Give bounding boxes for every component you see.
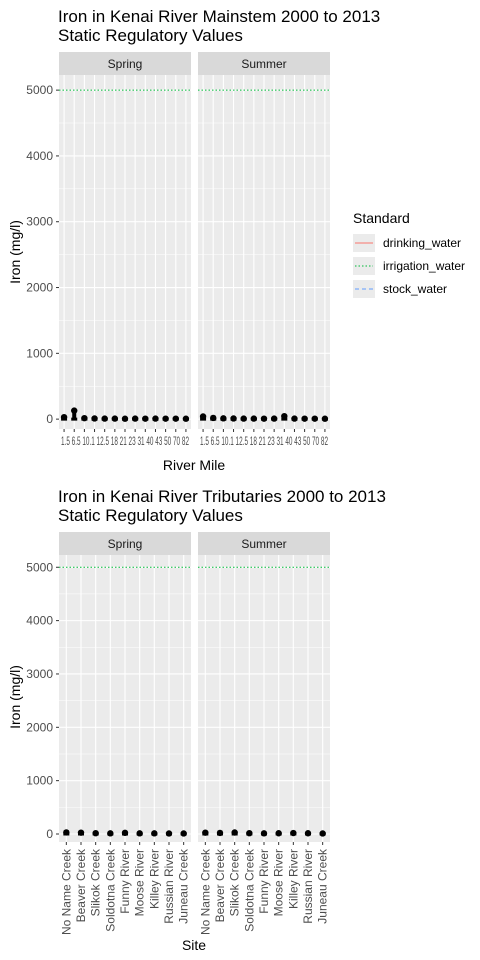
y-tick-label: 4000 xyxy=(26,614,53,628)
data-point xyxy=(270,415,278,422)
facet-strip-label: Spring xyxy=(108,57,143,71)
data-point xyxy=(291,415,298,422)
x-tick-label: Russian River xyxy=(162,849,176,924)
data-point xyxy=(260,415,268,422)
y-tick-label: 3000 xyxy=(26,215,53,229)
data-point xyxy=(77,829,85,836)
y-tick-label: 2000 xyxy=(26,720,53,734)
data-point xyxy=(172,415,179,422)
y-tick-label: 3000 xyxy=(26,667,53,681)
x-tick-label: Soldotna Creek xyxy=(242,848,256,932)
x-tick-labels: 1.5 6.5 10.1 12.5 18 21 23 31 40 43 50 7… xyxy=(200,434,328,448)
facet-strip-label: Summer xyxy=(241,57,286,71)
data-point xyxy=(246,829,253,837)
data-point xyxy=(165,830,173,837)
chart-2-title: Iron in Kenai River Tributaries 2000 to … xyxy=(58,487,386,506)
y-tick-label: 0 xyxy=(46,827,53,841)
facet-strip-label: Summer xyxy=(241,537,286,551)
chart-2-plot: 0 1000 2000 3000 4000 5000 Spring No Name Creek… xyxy=(26,532,330,935)
data-point xyxy=(202,829,209,836)
chart-2-y-axis-title: Iron (mg/l) xyxy=(7,665,23,729)
data-point xyxy=(260,830,268,837)
legend-label-irrigation_water: irrigation_water xyxy=(383,259,465,273)
x-tick-labels: 1.5 6.5 10.1 12.5 18 21 23 31 40 43 50 7… xyxy=(61,434,189,448)
x-tick-label: Juneau Creek xyxy=(177,848,191,924)
data-point xyxy=(111,415,119,422)
facet-strip-label: Spring xyxy=(108,537,143,551)
data-point xyxy=(142,415,149,422)
data-point xyxy=(151,830,158,837)
legend-label-drinking_water: drinking_water xyxy=(383,236,461,250)
x-tick-label: Slikok Creek xyxy=(228,848,242,916)
data-point xyxy=(152,415,159,422)
data-point xyxy=(81,414,88,422)
chart-1-title: Iron in Kenai River Mainstem 2000 to 201… xyxy=(58,7,380,26)
facet-strip xyxy=(198,532,330,555)
data-point xyxy=(319,830,326,837)
x-tick-label: Killey River xyxy=(147,849,161,909)
data-point xyxy=(250,415,258,422)
data-point xyxy=(91,415,98,422)
facet-strip xyxy=(198,52,330,75)
data-point xyxy=(290,829,297,837)
data-point xyxy=(121,415,129,422)
x-tick-label: Juneau Creek xyxy=(316,848,330,924)
y-tick-label: 2000 xyxy=(26,281,53,295)
data-point xyxy=(121,829,129,837)
x-tick-label: Moose River xyxy=(272,849,286,916)
y-tick-label: 1000 xyxy=(26,774,53,788)
data-point xyxy=(304,830,312,837)
x-tick-label: Funny River xyxy=(257,849,271,914)
legend-title: Standard xyxy=(353,210,410,226)
data-point xyxy=(311,415,318,422)
facet-strip xyxy=(59,52,191,75)
x-tick-label: Killey River xyxy=(286,849,300,909)
data-point xyxy=(131,415,139,422)
y-tick-label: 5000 xyxy=(26,83,53,97)
data-point xyxy=(220,415,227,422)
chart-1-plot: 0 1000 2000 3000 4000 5000 Spring 1.5 6.5 10.1 … xyxy=(26,52,330,448)
legend-label-stock_water: stock_water xyxy=(383,282,447,296)
x-tick-label: Beaver Creek xyxy=(74,848,88,922)
chart-1-x-axis-title: River Mile xyxy=(163,457,225,473)
x-tick-label: Soldotna Creek xyxy=(103,848,117,932)
y-tick-label: 0 xyxy=(46,412,53,426)
chart-2-subtitle: Static Regulatory Values xyxy=(58,506,243,525)
data-point xyxy=(321,415,329,422)
data-point xyxy=(162,415,169,422)
data-point xyxy=(92,829,99,837)
chart-1-subtitle: Static Regulatory Values xyxy=(58,26,243,45)
data-point xyxy=(210,414,217,422)
data-point xyxy=(230,415,237,422)
data-point xyxy=(101,415,108,422)
chart-2-x-axis-title: Site xyxy=(182,937,206,953)
x-tick-label: No Name Creek xyxy=(59,848,73,935)
x-tick-label: Russian River xyxy=(301,849,315,924)
x-tick-label: No Name Creek xyxy=(198,848,212,935)
x-tick-label: Slikok Creek xyxy=(89,848,103,916)
y-tick-label: 4000 xyxy=(26,149,53,163)
legend: Standard drinking_water irrigation_waters… xyxy=(353,210,465,298)
data-point xyxy=(240,415,247,422)
facet-strip xyxy=(59,532,191,555)
data-point xyxy=(216,829,224,837)
x-tick-label: Funny River xyxy=(118,849,132,914)
x-tick-label: Moose River xyxy=(133,849,147,916)
y-tick-label: 1000 xyxy=(26,346,53,360)
data-point xyxy=(107,830,114,837)
data-point xyxy=(180,830,187,837)
data-point xyxy=(301,415,308,422)
x-tick-label: Beaver Creek xyxy=(213,848,227,922)
chart-1-y-axis-title: Iron (mg/l) xyxy=(7,220,23,284)
legend-key-irrigation_water xyxy=(353,257,375,275)
data-point xyxy=(275,830,282,837)
data-point xyxy=(182,415,190,422)
y-tick-label: 5000 xyxy=(26,560,53,574)
data-point xyxy=(136,830,143,837)
